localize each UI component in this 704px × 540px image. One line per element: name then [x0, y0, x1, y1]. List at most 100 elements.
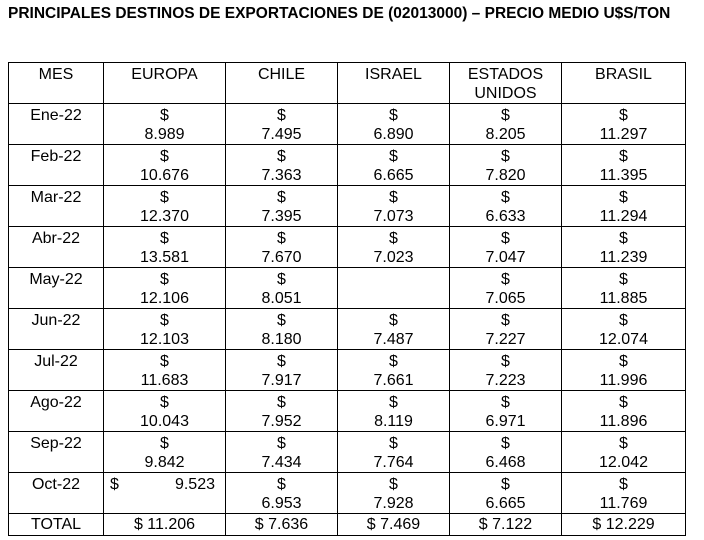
price-value: 12.042 — [599, 454, 648, 471]
price-value: 7.764 — [373, 454, 414, 471]
price-cell-chile: $7.917 — [225, 349, 338, 391]
currency-symbol: $ — [277, 230, 286, 247]
price-value: 7.363 — [261, 167, 302, 184]
price-cell-chile: $7.395 — [225, 185, 338, 227]
currency-symbol: $ — [389, 230, 398, 247]
price-value: 6.971 — [485, 413, 526, 430]
price-cell-chile: $7.434 — [225, 431, 338, 473]
currency-symbol: $ — [389, 435, 398, 452]
currency-symbol: $ — [619, 476, 628, 493]
price-value: 7.487 — [373, 331, 414, 348]
price-value: 8.119 — [374, 413, 413, 430]
price-value: 11.769 — [599, 495, 648, 512]
price-value: 11.885 — [599, 290, 648, 307]
currency-symbol: $ — [619, 148, 628, 165]
currency-symbol: $ — [501, 312, 510, 329]
price-cell-europa: $11.683 — [103, 349, 226, 391]
price-cell-israel: $7.928 — [337, 472, 450, 514]
price-cell-europa: $12.370 — [103, 185, 226, 227]
price-cell-brasil: $11.395 — [561, 144, 686, 186]
price-cell-brasil: $11.239 — [561, 226, 686, 268]
currency-symbol: $ — [160, 230, 169, 247]
month-label: Mar-22 — [30, 189, 82, 206]
price-cell-brasil: $11.294 — [561, 185, 686, 227]
currency-symbol: $ — [277, 476, 286, 493]
col-header-israel: ISRAEL — [337, 62, 450, 104]
month-label: Ene-22 — [30, 107, 82, 124]
price-cell-chile: $7.670 — [225, 226, 338, 268]
price-value: 8.180 — [261, 331, 302, 348]
price-value: 11.683 — [140, 372, 189, 389]
col-header-chile: CHILE — [225, 62, 338, 104]
currency-symbol: $ — [619, 271, 628, 288]
price-cell-israel: $6.665 — [337, 144, 450, 186]
table-row: Ago-22 $10.043 $7.952 $8.119 $6.971 $11.896 — [8, 390, 686, 432]
col-header-europa: EUROPA — [103, 62, 226, 104]
price-cell-estados-unidos: $6.971 — [449, 390, 562, 432]
price-value: 12.074 — [599, 331, 648, 348]
currency-symbol: $ — [277, 435, 286, 452]
price-cell-estados-unidos: $7.227 — [449, 308, 562, 350]
price-value: 11.395 — [599, 167, 648, 184]
price-cell-europa: $13.581 — [103, 226, 226, 268]
month-cell: Ene-22 — [8, 103, 104, 145]
total-estados-unidos: $ 7.122 — [449, 513, 562, 536]
month-cell: Jun-22 — [8, 308, 104, 350]
price-cell-estados-unidos: $6.468 — [449, 431, 562, 473]
table-row: Abr-22 $13.581 $7.670 $7.023 $7.047 $11.239 — [8, 226, 686, 268]
month-label: Jul-22 — [34, 353, 78, 370]
price-cell-brasil: $11.885 — [561, 267, 686, 309]
currency-symbol: $ — [160, 271, 169, 288]
currency-symbol: $ — [160, 435, 169, 452]
price-value: 6.890 — [373, 126, 414, 143]
price-value: 7.073 — [373, 208, 414, 225]
currency-symbol: $ — [389, 394, 398, 411]
currency-symbol: $ — [160, 312, 169, 329]
price-value: 7.395 — [261, 208, 302, 225]
price-value: 7.928 — [373, 495, 414, 512]
price-cell-brasil: $11.769 — [561, 472, 686, 514]
currency-symbol: $ — [110, 476, 119, 493]
month-label: Sep-22 — [30, 435, 82, 452]
price-cell-chile: $7.952 — [225, 390, 338, 432]
price-cell-brasil: $12.042 — [561, 431, 686, 473]
currency-symbol: $ — [501, 148, 510, 165]
currency-symbol: $ — [619, 107, 628, 124]
currency-symbol: $ — [619, 189, 628, 206]
table-row: Jun-22 $12.103 $8.180 $7.487 $7.227 $12.074 — [8, 308, 686, 350]
price-cell-estados-unidos: $6.665 — [449, 472, 562, 514]
price-cell-brasil: $12.074 — [561, 308, 686, 350]
currency-symbol: $ — [619, 353, 628, 370]
currency-symbol: $ — [160, 394, 169, 411]
price-cell-israel — [337, 267, 450, 309]
price-cell-israel: $8.119 — [337, 390, 450, 432]
price-value: 8.051 — [261, 290, 302, 307]
price-cell-estados-unidos: $7.065 — [449, 267, 562, 309]
price-cell-israel: $6.890 — [337, 103, 450, 145]
price-cell-brasil: $11.297 — [561, 103, 686, 145]
currency-symbol: $ — [277, 189, 286, 206]
price-cell-israel: $7.023 — [337, 226, 450, 268]
table-row: Feb-22 $10.676 $7.363 $6.665 $7.820 $11.395 — [8, 144, 686, 186]
price-value: 7.227 — [485, 331, 526, 348]
currency-symbol: $ — [501, 435, 510, 452]
price-cell-estados-unidos: $6.633 — [449, 185, 562, 227]
currency-symbol: $ — [501, 107, 510, 124]
price-cell-israel: $7.073 — [337, 185, 450, 227]
price-value: 6.468 — [485, 454, 526, 471]
price-value: 8.205 — [485, 126, 526, 143]
currency-symbol: $ — [389, 476, 398, 493]
price-value: 7.023 — [373, 249, 414, 266]
price-value: 9.842 — [144, 454, 185, 471]
currency-symbol: $ — [501, 394, 510, 411]
price-cell-estados-unidos: $8.205 — [449, 103, 562, 145]
currency-symbol: $ — [277, 107, 286, 124]
col-header-mes: MES — [8, 62, 104, 104]
price-value: 11.294 — [599, 208, 648, 225]
price-cell-chile: $8.180 — [225, 308, 338, 350]
header-row: MES EUROPA CHILE ISRAEL ESTADOS UNIDOS B… — [8, 62, 686, 104]
price-cell-estados-unidos: $7.223 — [449, 349, 562, 391]
price-value: 6.665 — [485, 495, 526, 512]
table-row: Jul-22 $11.683 $7.917 $7.661 $7.223 $11.996 — [8, 349, 686, 391]
price-value: 7.952 — [261, 413, 302, 430]
